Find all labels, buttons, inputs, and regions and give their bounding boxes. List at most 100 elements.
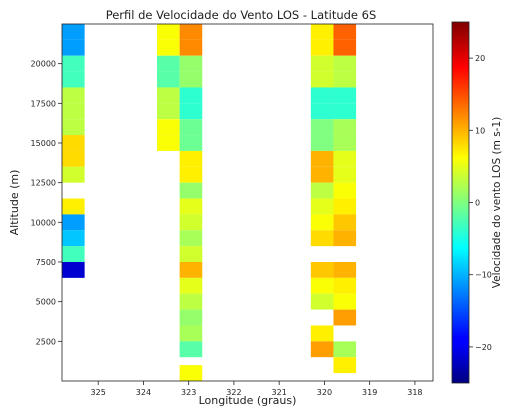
heatmap-cell (333, 55, 357, 72)
heatmap-cell (333, 293, 357, 310)
colorbar-label: Velocidade do vento LOS (m s-1) (491, 117, 503, 289)
heatmap-cell (179, 103, 203, 120)
colorbar: −20 −10 0 10 20 Velocidade do vento LOS (m s… (451, 21, 503, 384)
y-tick-label: 10000 (31, 218, 56, 227)
heatmap-cell (179, 150, 203, 167)
colorbar-tick-label: 10 (475, 126, 485, 135)
heatmap-cell (62, 166, 85, 183)
heatmap-cell (179, 39, 203, 56)
plot-frame (61, 23, 434, 382)
heatmap-cell (179, 341, 203, 358)
heatmap-cell (310, 262, 334, 278)
heatmap-cell (310, 341, 334, 358)
heatmap-cell (62, 230, 85, 247)
y-tick-label: 17500 (31, 99, 56, 108)
heatmap-cell (310, 150, 334, 167)
heatmap-cell (157, 135, 180, 151)
heatmap-cell (157, 24, 180, 40)
heatmap-cell (179, 309, 203, 326)
x-tick-label: 325 (91, 388, 106, 397)
heatmap-cell (333, 135, 357, 151)
heatmap-cell (157, 71, 180, 88)
heatmap-cell (310, 103, 334, 120)
x-tick-label: 324 (136, 388, 151, 397)
heatmap-cell (333, 341, 357, 358)
heatmap-cell (310, 135, 334, 151)
colorbar-ticks: −20 −10 0 10 20 (469, 54, 492, 352)
heatmap-cell (310, 39, 334, 56)
heatmap-cell (62, 119, 85, 136)
colorbar-gradient (451, 21, 470, 384)
y-tick-label: 12500 (31, 179, 56, 188)
heatmap-cell (310, 119, 334, 136)
heatmap-cell (179, 214, 203, 231)
heatmap-cell (179, 182, 203, 199)
plot-area: 325 324 323 322 321 320 319 318 2500 5000 7500 100… (31, 23, 434, 397)
heatmap-cell (157, 39, 180, 56)
heatmap-cell (157, 103, 180, 120)
heatmap-cell (310, 198, 334, 215)
heatmap-cell (310, 325, 334, 342)
y-tick-label: 20000 (31, 60, 56, 69)
heatmap-cell (333, 71, 357, 88)
heatmap-cell (179, 277, 203, 294)
heatmap-cell (333, 24, 357, 40)
heatmap-cell (179, 293, 203, 310)
heatmap-cell (62, 198, 85, 215)
heatmap-cell (310, 182, 334, 199)
colorbar-tick-label: −10 (475, 271, 492, 280)
heatmap-cell (62, 103, 85, 120)
heatmap-cell (62, 214, 85, 231)
heatmap-cell (179, 365, 203, 381)
heatmap-cell (157, 55, 180, 72)
y-tick-label: 15000 (31, 139, 56, 148)
y-tick-label: 5000 (36, 298, 56, 307)
heatmap-cell (333, 214, 357, 231)
y-tick-label: 2500 (36, 337, 56, 346)
heatmap-cell (333, 103, 357, 120)
heatmap-cell (333, 262, 357, 278)
colorbar-tick-label: 0 (475, 199, 480, 208)
x-axis-ticks: 325 324 323 322 321 320 319 318 (91, 381, 423, 397)
heatmap-cell (179, 135, 203, 151)
heatmap-cell (310, 71, 334, 88)
heatmap-cell (179, 119, 203, 136)
x-tick-label: 319 (362, 388, 377, 397)
heatmap-cell (333, 277, 357, 294)
heatmap-cell (333, 150, 357, 167)
heatmap-cell (62, 39, 85, 56)
heatmap-cell (333, 357, 357, 374)
heatmap-cell (62, 87, 85, 104)
heatmap-cell (179, 55, 203, 72)
heatmap-cell (333, 230, 357, 247)
y-tick-label: 7500 (36, 258, 56, 267)
heatmap-cell (157, 119, 180, 136)
heatmap-cell (310, 87, 334, 104)
heatmap-cell (179, 198, 203, 215)
heatmap-cell (310, 293, 334, 310)
colorbar-tick-label: 20 (475, 54, 485, 63)
heatmap-cell (179, 24, 203, 40)
heatmap-cell (179, 87, 203, 104)
heatmap-cell (62, 150, 85, 167)
x-tick-label: 323 (181, 388, 196, 397)
heatmap-cell (62, 55, 85, 72)
heatmap-cell (333, 309, 357, 326)
heatmap-cell (333, 182, 357, 199)
heatmap-cell (310, 55, 334, 72)
chart-title: Perfil de Velocidade do Vento LOS - Lati… (106, 8, 377, 22)
heatmap-cell (333, 198, 357, 215)
heatmap-cell (62, 24, 85, 40)
heatmap-cell (157, 87, 180, 104)
heatmap-cell (310, 166, 334, 183)
heatmap-cell (179, 262, 203, 278)
heatmap-cell (179, 71, 203, 88)
heatmap-cell (333, 166, 357, 183)
heatmap-cell (310, 24, 334, 40)
y-axis-label: Altitude (m) (8, 170, 21, 236)
x-tick-label: 322 (226, 388, 241, 397)
x-tick-label: 318 (407, 388, 422, 397)
heatmap-cell (179, 246, 203, 262)
heatmap-cell (179, 325, 203, 342)
heatmap-cell (310, 214, 334, 231)
